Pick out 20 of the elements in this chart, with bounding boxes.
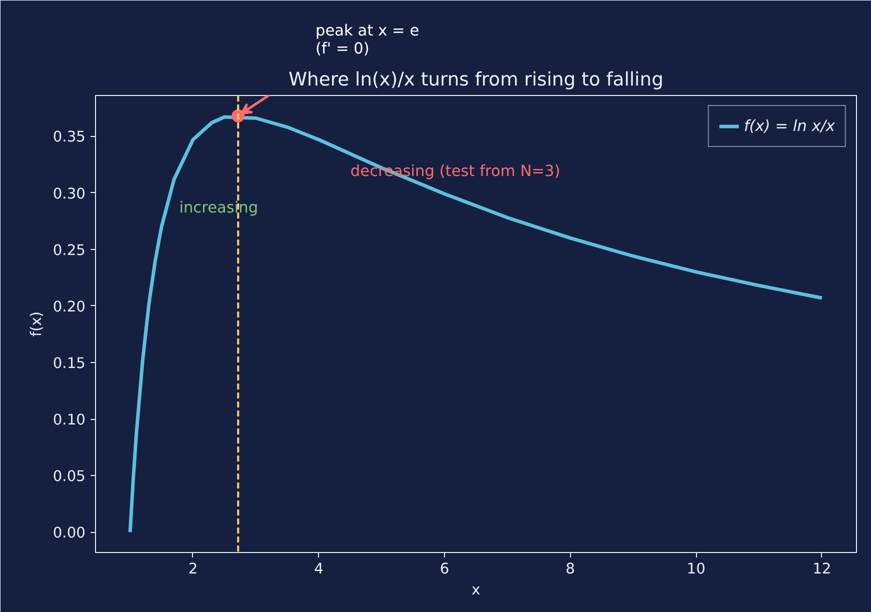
y-tick-label: 0.00 <box>52 524 86 542</box>
y-axis-title: f(x) <box>28 311 45 337</box>
y-tick-label: 0.30 <box>52 185 86 202</box>
x-tick-label: 6 <box>440 560 450 578</box>
y-tick-label: 0.15 <box>52 354 86 372</box>
annotation: increasing <box>179 198 258 217</box>
x-axis-title: x <box>472 582 481 598</box>
x-tick-label: 12 <box>812 560 832 578</box>
chart-title: Where ln(x)/x turns from rising to falling <box>288 70 664 90</box>
y-tick-label: 0.35 <box>52 128 86 146</box>
x-tick-label: 2 <box>188 560 198 578</box>
y-tick-label: 0.20 <box>52 298 86 316</box>
annotation: peak at x = e (f' = 0) <box>316 22 420 58</box>
x-tick-label: 4 <box>314 560 324 578</box>
y-tick-label: 0.05 <box>52 468 86 486</box>
y-tick-label: 0.10 <box>52 412 86 429</box>
x-tick-label: 8 <box>566 560 576 578</box>
legend-label: f(x) = ln x/x <box>744 117 835 135</box>
y-tick-label: 0.25 <box>52 242 86 259</box>
x-tick-label: 10 <box>686 560 706 578</box>
